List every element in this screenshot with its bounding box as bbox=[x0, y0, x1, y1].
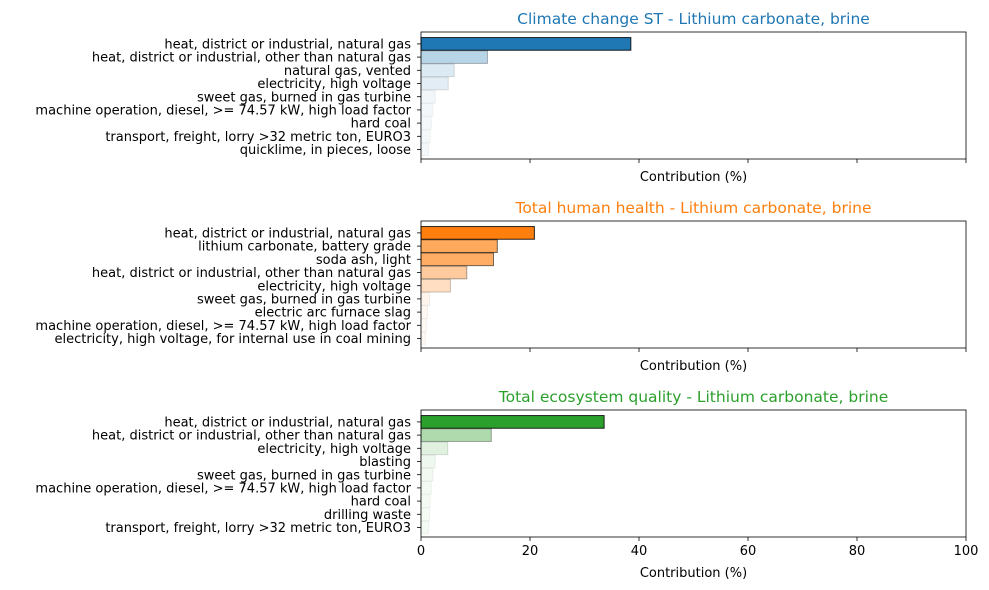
bar bbox=[420, 50, 488, 64]
category-label: heat, district or industrial, other than… bbox=[92, 429, 411, 444]
x-tick-label: 80 bbox=[849, 544, 866, 559]
bar bbox=[420, 318, 427, 333]
bar bbox=[420, 292, 431, 306]
bar bbox=[420, 116, 432, 130]
chart-title: Climate change ST - Lithium carbonate, b… bbox=[517, 10, 870, 28]
x-tick-label: 40 bbox=[631, 544, 648, 559]
category-label: electricity, high voltage bbox=[257, 77, 411, 92]
category-label: heat, district or industrial, natural ga… bbox=[164, 416, 411, 431]
bar bbox=[420, 142, 430, 157]
bar bbox=[420, 103, 434, 117]
bar bbox=[420, 129, 431, 144]
bar bbox=[420, 265, 468, 280]
bar bbox=[420, 252, 494, 267]
category-label: drilling waste bbox=[324, 508, 411, 523]
category-label: heat, district or industrial, other than… bbox=[92, 51, 411, 66]
category-label: sweet gas, burned in gas turbine bbox=[197, 468, 411, 483]
bar bbox=[420, 331, 426, 346]
chart-title: Total human health - Lithium carbonate, … bbox=[514, 199, 871, 217]
axes-frame bbox=[420, 409, 967, 538]
bar bbox=[420, 278, 451, 293]
bar bbox=[420, 428, 492, 442]
x-tick-label: 60 bbox=[740, 544, 757, 559]
bar bbox=[420, 467, 434, 482]
bar bbox=[420, 305, 429, 319]
category-label: natural gas, vented bbox=[284, 64, 411, 79]
bar bbox=[420, 89, 436, 104]
category-label: electricity, high voltage bbox=[257, 279, 411, 294]
bar bbox=[420, 415, 605, 429]
x-axis-label: Contribution (%) bbox=[640, 359, 747, 374]
category-label: heat, district or industrial, natural ga… bbox=[164, 227, 411, 242]
category-label: soda ash, light bbox=[316, 253, 411, 268]
category-label: machine operation, diesel, >= 74.57 kW, … bbox=[35, 319, 411, 334]
bar bbox=[420, 507, 431, 522]
category-label: hard coal bbox=[351, 495, 411, 510]
bar bbox=[420, 63, 455, 78]
axes-frame bbox=[420, 31, 967, 160]
x-tick-label: 100 bbox=[954, 544, 979, 559]
bar bbox=[420, 454, 436, 469]
category-label: electric arc furnace slag bbox=[255, 306, 411, 321]
category-label: electricity, high voltage bbox=[257, 442, 411, 457]
category-label: heat, district or industrial, natural ga… bbox=[164, 38, 411, 53]
category-label: machine operation, diesel, >= 74.57 kW, … bbox=[35, 482, 411, 497]
category-label: machine operation, diesel, >= 74.57 kW, … bbox=[35, 104, 411, 119]
x-tick-label: 20 bbox=[522, 544, 539, 559]
bar bbox=[420, 481, 432, 495]
bar bbox=[420, 494, 431, 508]
bar bbox=[420, 226, 535, 240]
category-label: lithium carbonate, battery grade bbox=[198, 240, 411, 255]
chart-title: Total ecosystem quality - Lithium carbon… bbox=[498, 388, 888, 406]
x-axis-label: Contribution (%) bbox=[640, 170, 747, 185]
bar bbox=[420, 37, 632, 51]
axes-frame bbox=[420, 220, 967, 349]
category-label: hard coal bbox=[351, 117, 411, 132]
chart-panel-1: Climate change ST - Lithium carbonate, b… bbox=[35, 10, 967, 185]
chart-panel-3: Total ecosystem quality - Lithium carbon… bbox=[35, 388, 978, 581]
category-label: electricity, high voltage, for internal … bbox=[54, 332, 411, 347]
x-tick-label: 0 bbox=[417, 544, 425, 559]
category-label: heat, district or industrial, other than… bbox=[92, 266, 411, 281]
category-label: transport, freight, lorry >32 metric ton… bbox=[105, 521, 411, 536]
category-label: sweet gas, burned in gas turbine bbox=[197, 90, 411, 105]
bar bbox=[420, 239, 498, 253]
x-axis-label: Contribution (%) bbox=[640, 566, 747, 581]
category-label: quicklime, in pieces, loose bbox=[240, 143, 411, 158]
chart-panel-2: Total human health - Lithium carbonate, … bbox=[35, 199, 967, 374]
category-label: blasting bbox=[359, 455, 411, 470]
category-label: transport, freight, lorry >32 metric ton… bbox=[105, 130, 411, 145]
bar bbox=[420, 520, 430, 535]
bar bbox=[420, 441, 449, 456]
category-label: sweet gas, burned in gas turbine bbox=[197, 293, 411, 308]
bar bbox=[420, 76, 449, 91]
